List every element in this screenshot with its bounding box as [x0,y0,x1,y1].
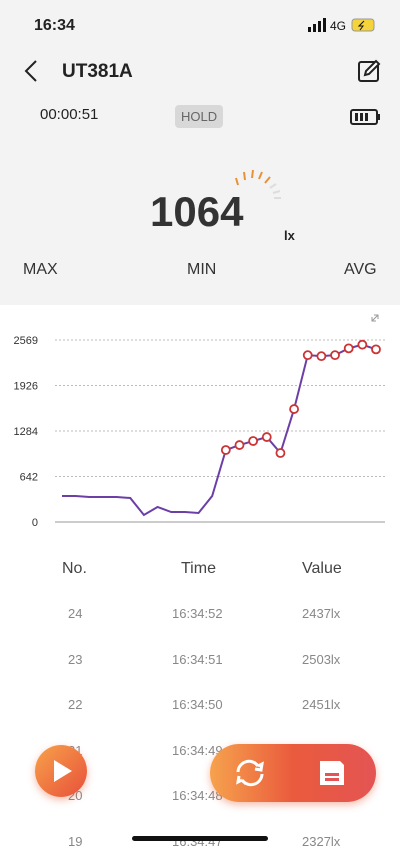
cell-value: 2503lx [302,651,341,667]
save-button[interactable] [316,757,348,789]
data-point [330,350,340,361]
col-header: Value [302,560,342,577]
chart: 0 642 1284 1926 2569 [0,305,400,545]
edit-button[interactable] [356,58,382,84]
data-point [234,440,245,450]
cell-value: 2437lx [302,606,341,621]
status-time: 16:34 [34,17,75,34]
cell-time: 16:34:50 [172,697,223,712]
cell-time: 16:34:52 [172,606,223,621]
y-tick-label: 2569 [14,335,38,347]
expand-icon[interactable] [371,314,379,322]
cell-no: 19 [68,833,83,849]
stat-min[interactable]: MIN [187,261,217,278]
col-header: Time [181,560,216,577]
cell-no: 22 [68,697,83,712]
cell-time: 16:34:51 [172,651,223,667]
data-point [357,339,368,350]
data-point [275,448,286,458]
play-icon [54,760,72,782]
status-icons: 4G [308,18,375,33]
data-point [302,350,313,361]
stat-avg[interactable]: AVG [344,261,377,278]
hold-button[interactable]: HOLD [175,105,224,128]
data-point [371,344,381,355]
back-button[interactable] [20,58,44,84]
network: 4G [330,19,346,33]
y-tick-label: 1926 [14,381,38,393]
cell-no: 23 [68,651,83,667]
data-point [343,343,354,354]
col-header: No. [62,560,87,577]
timer: 00:00:51 [40,106,99,123]
cell-value: 2327lx [302,833,341,849]
reading-value: 1064 [150,188,244,235]
cell-time: 16:34:49 [172,742,223,758]
data-line [62,343,377,517]
refresh-button[interactable] [232,756,268,790]
data-point [248,436,259,446]
reading-unit: lx [284,228,295,243]
device-title: UT381A [62,61,133,82]
home-indicator [132,836,268,841]
play-button[interactable] [35,745,87,797]
battery-icon [350,109,380,125]
data-point [220,445,231,455]
meter-panel [0,0,400,305]
y-tick-label: 1284 [14,426,38,438]
y-tick-label: 642 [20,472,38,484]
gauge-arc [235,169,281,199]
stat-max[interactable]: MAX [23,261,58,278]
cell-value: 2451lx [302,697,341,712]
data-point [289,404,299,414]
cell-time: 16:34:48 [172,788,223,803]
data-point [261,432,272,442]
data-point [316,351,327,362]
cell-no: 24 [68,606,83,621]
action-pill [210,744,376,802]
y-tick-label: 0 [32,517,38,529]
